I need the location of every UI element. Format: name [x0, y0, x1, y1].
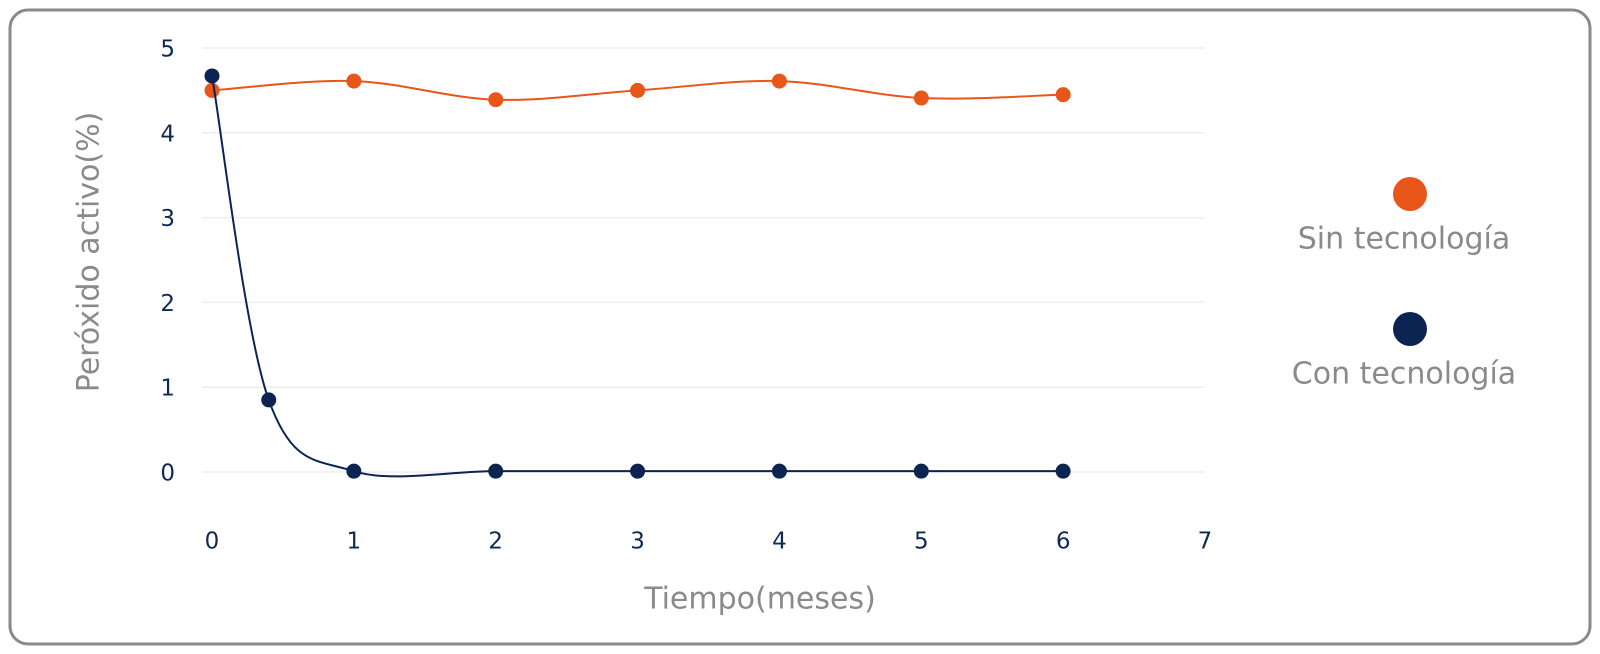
data-point — [346, 73, 362, 89]
x-tick-label: 5 — [914, 529, 929, 555]
frame — [8, 8, 1592, 646]
legend-label: Con tecnología — [1292, 357, 1516, 392]
data-point — [630, 463, 646, 479]
x-tick-label: 7 — [1198, 529, 1213, 555]
x-tick-label: 4 — [772, 529, 787, 555]
data-point — [771, 73, 787, 89]
series-line — [211, 75, 1064, 478]
data-point — [204, 68, 220, 84]
y-tick-label: 1 — [160, 376, 175, 402]
data-point — [1055, 463, 1071, 479]
y-tick-label: 3 — [160, 206, 175, 232]
y-tick-label: 0 — [160, 461, 175, 487]
data-point — [488, 463, 504, 479]
x-tick-label: 0 — [205, 529, 220, 555]
legend-marker — [1393, 177, 1427, 211]
x-tick-label: 2 — [488, 529, 503, 555]
data-point — [488, 92, 504, 108]
data-point — [261, 392, 277, 408]
x-tick-label: 1 — [347, 529, 362, 555]
data-point — [630, 82, 646, 98]
data-point — [771, 463, 787, 479]
data-point — [913, 463, 929, 479]
y-tick-label: 5 — [160, 37, 175, 63]
y-axis-title: Peróxido activo(%) — [72, 112, 107, 393]
data-point — [1055, 87, 1071, 103]
y-tick-label: 2 — [160, 291, 175, 317]
x-axis-title: Tiempo(meses) — [643, 582, 876, 617]
x-tick-label: 6 — [1056, 529, 1071, 555]
x-tick-label: 3 — [630, 529, 645, 555]
y-tick-label: 4 — [160, 121, 175, 147]
data-point — [346, 463, 362, 479]
legend-label: Sin tecnología — [1298, 222, 1510, 257]
legend-marker — [1393, 312, 1427, 346]
data-point — [204, 82, 220, 98]
data-point — [913, 90, 929, 106]
